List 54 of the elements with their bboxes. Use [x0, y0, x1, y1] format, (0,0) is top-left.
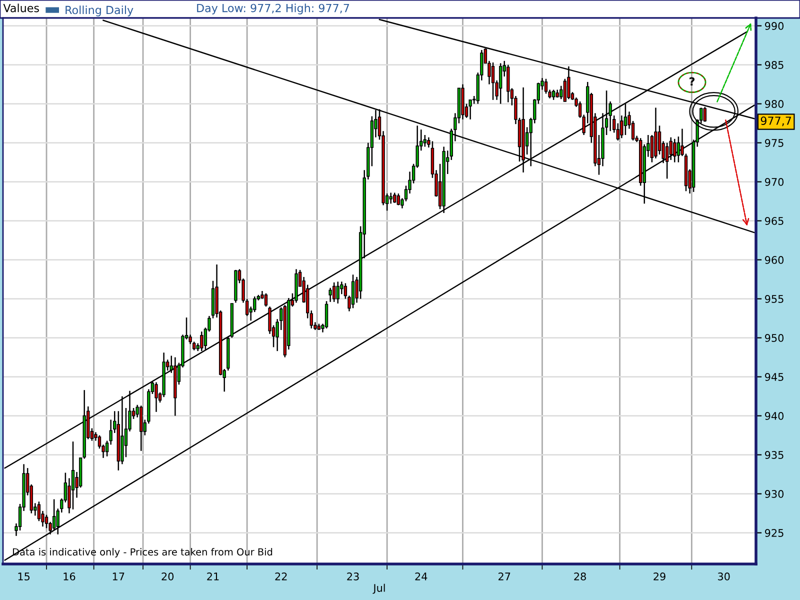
x-tick-label: 20	[162, 572, 174, 580]
y-tick-label: 985	[764, 61, 784, 69]
x-tick-label: 27	[498, 572, 510, 580]
candlestick	[544, 78, 548, 94]
x-tick-label: 17	[112, 572, 124, 580]
y-tick-label: 940	[764, 412, 784, 420]
candlestick	[351, 274, 355, 309]
candlestick	[324, 300, 328, 330]
candlestick	[560, 85, 563, 100]
candlestick	[332, 282, 336, 303]
candlestick	[336, 281, 340, 304]
candlestick	[468, 99, 472, 120]
y-tick-label: 960	[764, 256, 784, 264]
y-tick-label: 930	[764, 490, 784, 498]
text: Rolling Daily	[66, 6, 134, 16]
y-tick-label: 980	[764, 100, 784, 108]
y-tick-label: 970	[764, 178, 784, 186]
candlestick	[200, 330, 204, 352]
candlestick	[669, 136, 672, 161]
y-tick-label: 925	[764, 529, 784, 537]
candlestick	[52, 498, 56, 532]
candlestick	[328, 287, 332, 303]
candlestick	[498, 62, 502, 104]
x-tick-label: 29	[654, 572, 666, 580]
candlestick	[264, 292, 268, 308]
x-tick-label: 24	[415, 572, 428, 580]
x-tick-label: 23	[347, 572, 359, 580]
legend-title: Values	[3, 4, 39, 12]
text: Day Low: 977,2 High: 977,7	[197, 4, 350, 14]
y-tick-label: 945	[764, 373, 784, 381]
x-axis-title: Jul	[372, 584, 385, 594]
candlestick	[71, 440, 75, 510]
y-tick-label: 935	[764, 451, 784, 459]
candlestick	[567, 66, 570, 100]
candlestick	[491, 62, 495, 101]
candlestick	[673, 138, 676, 163]
candlestick	[154, 382, 158, 413]
x-tick-label: 16	[64, 572, 76, 580]
x-tick-label: 22	[275, 572, 287, 580]
x-tick-label: 21	[207, 572, 219, 580]
x-tick-label: 28	[574, 572, 586, 580]
candlestick	[552, 89, 556, 101]
x-tick-label: 30	[718, 572, 730, 580]
y-tick-label: 955	[764, 295, 784, 303]
annotation: 977,7	[760, 116, 792, 126]
y-tick-label: 950	[764, 334, 784, 342]
y-tick-label: 975	[764, 139, 784, 147]
candlestick	[393, 192, 396, 204]
y-tick-label: 965	[764, 217, 784, 225]
candlestick	[389, 192, 392, 204]
x-tick-label: 15	[18, 572, 30, 580]
y-tick-label: 990	[764, 22, 784, 30]
annotation: ?	[690, 77, 694, 86]
candlestick	[624, 103, 628, 136]
